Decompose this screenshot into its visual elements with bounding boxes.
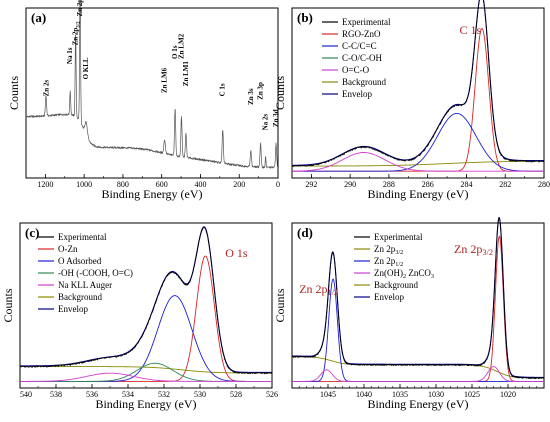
x-tick-label: 528 (230, 390, 242, 399)
legend-entry: -OH (-COOH, O=C) (58, 268, 133, 278)
legend-entry: Background (374, 280, 418, 290)
zn2p12-title: Zn 2p1/2 (299, 282, 338, 297)
legend-entry: Envelop (374, 292, 404, 302)
x-tick-label: 536 (86, 390, 98, 399)
peak-annotation: Zn 2s (42, 80, 50, 97)
envelope-curve (291, 0, 545, 166)
zn2p32-title: Zn 2p3/2 (454, 242, 493, 257)
y-axis-label: Counts (7, 76, 21, 110)
background-curve (291, 356, 545, 379)
x-tick-label: 1035 (392, 390, 408, 399)
peak-annotation: C 1s (219, 83, 227, 96)
legend-entry: Background (342, 77, 386, 87)
panel-label: (a) (31, 10, 46, 25)
plot-frame (291, 7, 545, 179)
x-tick-label: 1040 (356, 390, 372, 399)
peak-annotation: Na 2s (262, 114, 270, 131)
legend-entry: Experimental (342, 17, 391, 27)
x-tick-label: 0 (276, 180, 280, 189)
x-axis-label: Binding Energy (eV) (101, 187, 202, 201)
experimental-curve (19, 226, 273, 375)
plot-frame (25, 7, 279, 179)
legend-entry: C-O/C-OH (342, 53, 382, 63)
peak-annotation: Zn LM6 (161, 67, 169, 93)
legend-entry: RGO-ZnO (342, 29, 381, 39)
legend-entry: O-Zn (58, 244, 78, 254)
x-tick-label: 526 (266, 390, 278, 399)
y-axis-label: Counts (273, 76, 287, 110)
panel-d: 1045 1040 1035 1030 1025 1020 Binding Energy (… (273, 216, 545, 411)
panel-title: C 1s (459, 23, 481, 37)
x-tick-label: 530 (194, 390, 206, 399)
panel-label: (d) (297, 225, 313, 240)
legend-entry: Experimental (374, 232, 423, 242)
x-tick-label: 534 (122, 390, 134, 399)
plot-frame (291, 222, 545, 389)
y-axis-label: Counts (1, 288, 15, 322)
x-tick-label: 1000 (76, 180, 92, 189)
peak-annotation: Zn 3d (272, 109, 280, 127)
survey-spectrum (25, 0, 279, 169)
x-tick-label: 1030 (428, 390, 444, 399)
legend-entry: O Adsorbed (58, 256, 102, 266)
peak-annotation: Zn 2p3/2 (71, 21, 81, 46)
x-tick-label: 290 (344, 180, 356, 189)
peak-annotation: Zn 2p1/2 (76, 0, 86, 17)
x-tick-label: 1025 (464, 390, 480, 399)
x-tick-label: 292 (305, 180, 317, 189)
panel-label: (c) (25, 225, 39, 240)
panel-label: (b) (297, 10, 313, 25)
panel-a: 1200 1000 800 600 400 200 0 Binding Energy (eV)… (7, 0, 280, 201)
legend-entry: Background (58, 292, 102, 302)
y-axis-label: Counts (273, 288, 287, 322)
panel-title: O 1s (225, 246, 248, 260)
x-tick-label: 1020 (500, 390, 516, 399)
peak-annotation: Zn LM2 (177, 33, 185, 59)
cc-component (292, 28, 544, 172)
peak-annotation: Zn 3p (257, 82, 265, 100)
oco-component (292, 152, 544, 172)
x-tick-label: 286 (422, 180, 434, 189)
legend-entry: O=C-O (342, 65, 370, 75)
background-curve (291, 160, 544, 167)
x-tick-label: 400 (194, 180, 206, 189)
x-tick-label: 280 (538, 180, 550, 189)
panel-b: 292 290 288 286 284 282 280 Binding Energy (eV)… (273, 0, 550, 201)
x-tick-label: 1200 (37, 180, 53, 189)
x-tick-label: 800 (117, 180, 129, 189)
peak-annotation: Zn 3s (247, 88, 255, 105)
x-tick-label: 284 (460, 180, 472, 189)
legend-entry: C-C/C=C (342, 41, 377, 51)
x-axis-label: Binding Energy (eV) (367, 187, 468, 201)
experimental-curve (291, 218, 545, 380)
background-curve (20, 366, 272, 374)
legend-entry: Experimental (58, 232, 107, 242)
x-tick-label: 288 (383, 180, 395, 189)
legend-entry: Envelop (342, 89, 372, 99)
x-tick-label: 1045 (320, 390, 336, 399)
panel-c: 540 538 536 534 532 530 528 526 Binding Energy (… (1, 222, 278, 411)
peak-annotation: Zn LM1 (182, 61, 190, 87)
legend-entry: Zn 2p1/2 (374, 256, 403, 268)
x-tick-label: 532 (158, 390, 170, 399)
peak-annotation: Na 1s (66, 47, 74, 64)
x-tick-label: 538 (50, 390, 62, 399)
x-axis-label: Binding Energy (eV) (367, 397, 468, 411)
x-tick-label: 282 (499, 180, 511, 189)
znoh-component (291, 366, 545, 382)
peak-annotation: O 1s (171, 45, 179, 59)
legend-entry: Zn 2p3/2 (374, 244, 403, 256)
experimental-curve (291, 0, 545, 168)
x-tick-label: 200 (233, 180, 245, 189)
legend-entry: Na KLL Auger (58, 280, 112, 290)
x-tick-label: 600 (156, 180, 168, 189)
x-axis-label: Binding Energy (eV) (95, 397, 196, 411)
legend-entry: Zn(OH)2 ZnCO3 (374, 268, 434, 280)
na-auger-component (20, 372, 272, 382)
legend-entry: Envelop (58, 304, 88, 314)
peak-annotation: O KLL (82, 57, 90, 79)
co-component (292, 112, 544, 172)
x-tick-label: 540 (20, 390, 32, 399)
